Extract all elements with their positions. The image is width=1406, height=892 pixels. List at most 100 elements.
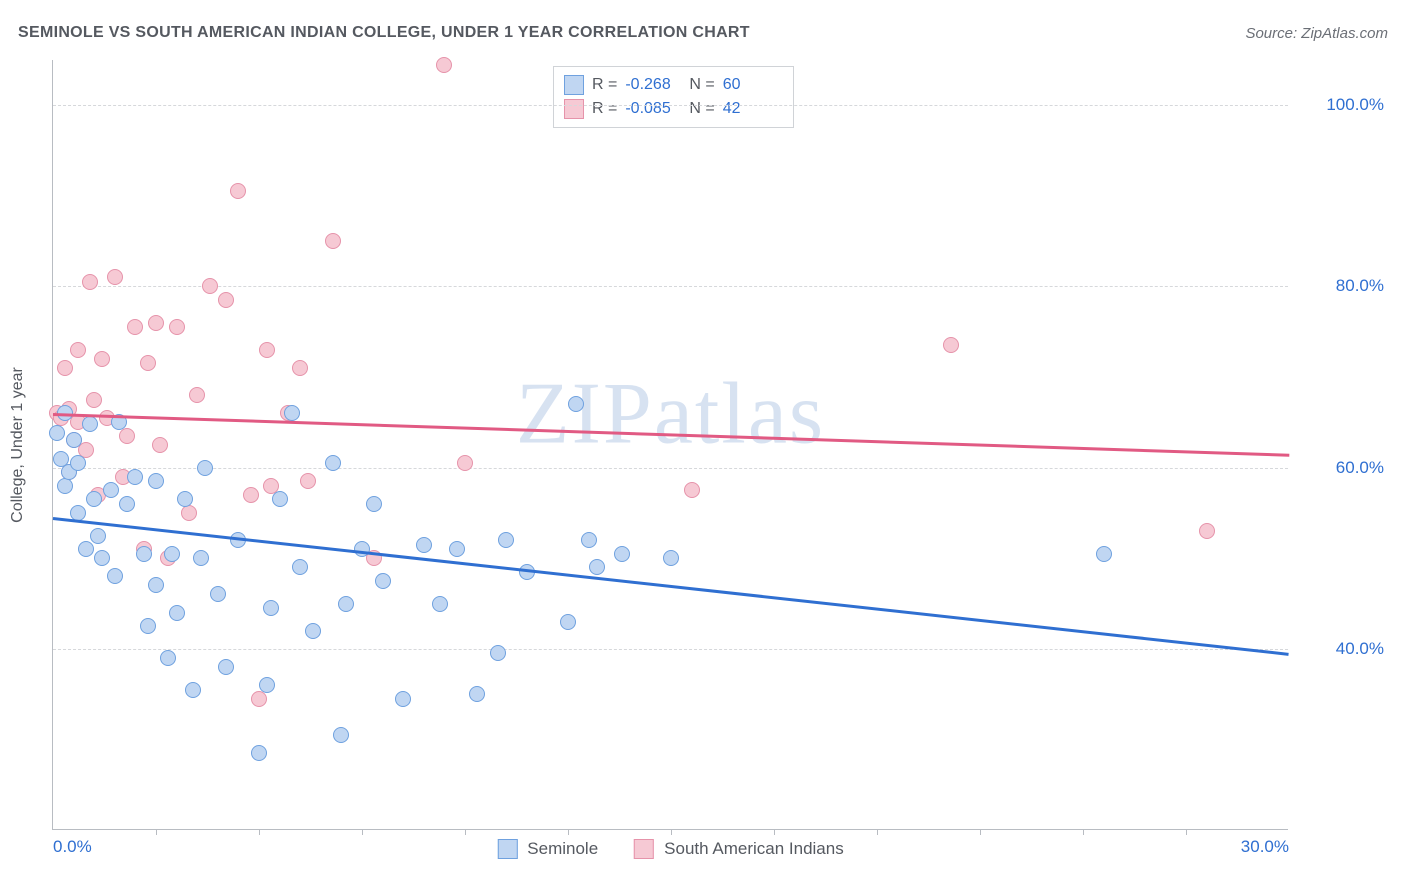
legend-swatch: [634, 839, 654, 859]
data-point: [66, 432, 82, 448]
x-tick-mark: [362, 829, 363, 835]
x-tick-mark: [259, 829, 260, 835]
chart-title: SEMINOLE VS SOUTH AMERICAN INDIAN COLLEG…: [18, 24, 750, 42]
data-point: [300, 473, 316, 489]
data-point: [49, 425, 65, 441]
data-point: [469, 686, 485, 702]
data-point: [436, 57, 452, 73]
data-point: [57, 478, 73, 494]
data-point: [560, 614, 576, 630]
x-tick-label: 30.0%: [1241, 837, 1289, 857]
data-point: [193, 550, 209, 566]
data-point: [1096, 546, 1112, 562]
series-legend-label: South American Indians: [664, 839, 844, 859]
x-tick-mark: [1186, 829, 1187, 835]
y-tick-label: 80.0%: [1294, 276, 1384, 296]
legend-n-value: 60: [723, 73, 779, 97]
x-tick-mark: [568, 829, 569, 835]
data-point: [119, 496, 135, 512]
data-point: [86, 491, 102, 507]
data-point: [449, 541, 465, 557]
legend-r-label: R =: [592, 73, 617, 97]
data-point: [148, 315, 164, 331]
data-point: [202, 278, 218, 294]
series-legend-label: Seminole: [527, 839, 598, 859]
data-point: [263, 600, 279, 616]
data-point: [218, 659, 234, 675]
legend-n-value: 42: [723, 97, 779, 121]
data-point: [189, 387, 205, 403]
data-point: [94, 550, 110, 566]
correlation-legend: R = -0.268 N = 60R =-0.085N =42: [553, 66, 794, 128]
data-point: [90, 528, 106, 544]
data-point: [57, 360, 73, 376]
gridline-h: [53, 468, 1288, 469]
data-point: [292, 360, 308, 376]
gridline-h: [53, 286, 1288, 287]
data-point: [243, 487, 259, 503]
legend-row: R = -0.268 N = 60: [564, 73, 779, 97]
data-point: [210, 586, 226, 602]
data-point: [86, 392, 102, 408]
x-tick-mark: [877, 829, 878, 835]
data-point: [148, 577, 164, 593]
data-point: [70, 342, 86, 358]
data-point: [103, 482, 119, 498]
data-point: [354, 541, 370, 557]
data-point: [684, 482, 700, 498]
data-point: [70, 455, 86, 471]
data-point: [218, 292, 234, 308]
data-point: [119, 428, 135, 444]
data-point: [169, 605, 185, 621]
scatter-plot: ZIPatlas R =-0.268N =60R =-0.085N =42 Se…: [52, 60, 1288, 830]
legend-swatch: [497, 839, 517, 859]
data-point: [251, 691, 267, 707]
data-point: [148, 473, 164, 489]
data-point: [325, 455, 341, 471]
data-point: [82, 416, 98, 432]
data-point: [197, 460, 213, 476]
data-point: [272, 491, 288, 507]
watermark-text: ZIPatlas: [516, 363, 825, 464]
data-point: [164, 546, 180, 562]
data-point: [1199, 523, 1215, 539]
data-point: [375, 573, 391, 589]
trend-line: [53, 413, 1289, 456]
data-point: [82, 274, 98, 290]
data-point: [498, 532, 514, 548]
data-point: [140, 618, 156, 634]
x-tick-mark: [671, 829, 672, 835]
data-point: [259, 342, 275, 358]
data-point: [366, 496, 382, 512]
data-point: [251, 745, 267, 761]
data-point: [589, 559, 605, 575]
data-point: [325, 233, 341, 249]
data-point: [230, 183, 246, 199]
data-point: [284, 405, 300, 421]
legend-row: R =-0.085N =42: [564, 97, 779, 121]
chart-area: College, Under 1 year ZIPatlas R =-0.268…: [52, 60, 1390, 830]
legend-r-value: -0.268: [625, 73, 681, 97]
x-tick-mark: [156, 829, 157, 835]
data-point: [140, 355, 156, 371]
data-point: [568, 396, 584, 412]
y-tick-label: 60.0%: [1294, 458, 1384, 478]
data-point: [160, 650, 176, 666]
legend-swatch: [564, 99, 584, 119]
data-point: [395, 691, 411, 707]
y-tick-label: 100.0%: [1294, 95, 1384, 115]
data-point: [292, 559, 308, 575]
data-point: [136, 546, 152, 562]
data-point: [614, 546, 630, 562]
source-attribution: Source: ZipAtlas.com: [1245, 25, 1388, 42]
gridline-h: [53, 105, 1288, 106]
data-point: [581, 532, 597, 548]
y-axis-title: College, Under 1 year: [9, 367, 27, 523]
data-point: [78, 541, 94, 557]
data-point: [107, 269, 123, 285]
legend-n-label: N =: [689, 73, 714, 97]
data-point: [152, 437, 168, 453]
data-point: [127, 469, 143, 485]
legend-r-value: -0.085: [625, 97, 681, 121]
series-legend: Seminole South American Indians: [497, 839, 843, 859]
